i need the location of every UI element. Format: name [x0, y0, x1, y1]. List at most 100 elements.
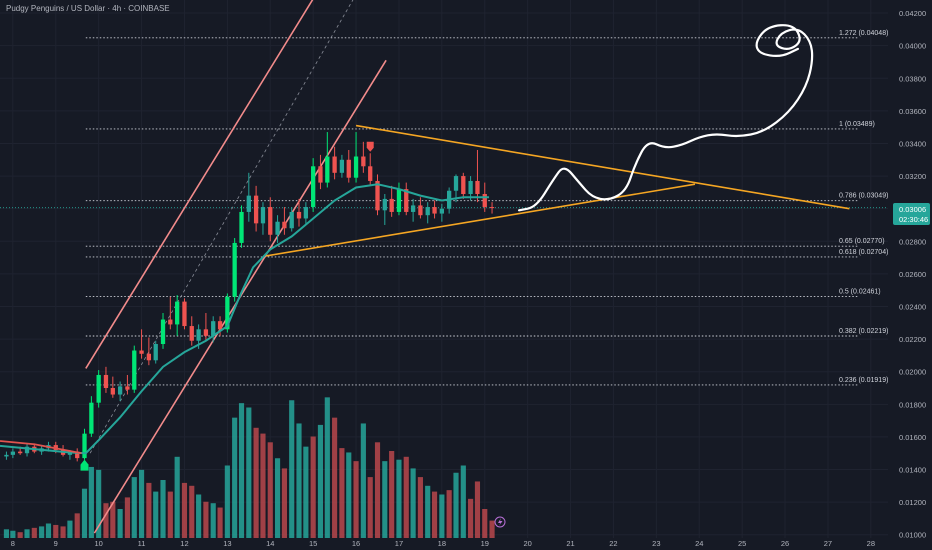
- projection-drawing: [517, 24, 814, 212]
- volume-bar: [310, 436, 316, 538]
- candle-body: [189, 326, 194, 341]
- volume-bar: [181, 482, 188, 538]
- volume-bar: [482, 509, 488, 538]
- candle-body: [246, 195, 251, 212]
- volume-bar: [425, 485, 431, 538]
- candle-body: [404, 189, 409, 212]
- candle-body: [110, 388, 115, 395]
- volume-bar: [24, 529, 30, 538]
- candle-body: [239, 211, 244, 243]
- indicator-lines: [0, 141, 490, 471]
- candle-body: [182, 301, 187, 327]
- fib-levels: 1.272 (0.04048) 1 (0.03489) 0.786 (0.03049…: [0, 30, 888, 386]
- flash-icon[interactable]: [494, 516, 506, 528]
- x-tick-label: 25: [738, 539, 746, 548]
- candle-body: [325, 156, 330, 183]
- fib-label: 0.236 (0.01919): [839, 377, 888, 384]
- y-tick-label: 0.01400: [899, 466, 926, 475]
- y-tick-label: 0.04000: [899, 42, 926, 51]
- current-price-value: 0.03006: [899, 205, 926, 214]
- x-tick-label: 8: [11, 539, 15, 548]
- x-tick-label: 28: [867, 539, 875, 548]
- y-tick-label: 0.01000: [899, 531, 926, 540]
- y-tick-label: 0.01600: [899, 433, 926, 442]
- buy-signal-marker: [80, 459, 89, 471]
- x-tick-label: 22: [609, 539, 617, 548]
- x-tick-label: 21: [566, 539, 574, 548]
- volume-bar: [317, 424, 324, 538]
- volume-bar: [45, 523, 52, 538]
- candle-body: [468, 180, 473, 195]
- volume-bar: [374, 442, 381, 538]
- fib-label: 0.65 (0.02770): [839, 238, 885, 245]
- volume-bar: [260, 433, 266, 538]
- candle-body: [410, 205, 416, 212]
- current-price-label: 0.03006 02:30:46: [893, 203, 930, 225]
- y-tick-label: 0.03600: [899, 107, 926, 116]
- volume-bar: [439, 494, 445, 538]
- candle-body: [160, 319, 166, 344]
- volume-bar: [339, 448, 345, 538]
- volume-bar: [296, 423, 302, 538]
- current-price-label-bg: [893, 203, 930, 225]
- volume-bar: [196, 494, 202, 538]
- candle-body: [232, 242, 237, 297]
- volume-bars: [3, 397, 495, 538]
- x-tick-label: 20: [523, 539, 531, 548]
- candle-body: [217, 321, 223, 330]
- time-axis[interactable]: 8 9 10 11 12 13 14 15 16 17 18 19 20 21 22 23 24 25 26 27 28: [11, 539, 875, 548]
- candle-body: [339, 159, 345, 173]
- candle-body: [146, 353, 152, 361]
- volume-bar: [81, 488, 88, 538]
- volume-bar: [403, 456, 409, 538]
- fib-label: 0.786 (0.03049): [839, 193, 888, 200]
- volume-bar: [232, 417, 238, 538]
- channel-midline: [89, 0, 354, 454]
- price-axis[interactable]: 0.04200 0.04000 0.03800 0.03600 0.03400 0.032…: [899, 9, 926, 540]
- y-tick-label: 0.02800: [899, 237, 926, 246]
- moving-average-line: [0, 183, 490, 455]
- candle-body: [346, 159, 351, 178]
- candle-body: [203, 329, 209, 336]
- moving-average-line-red: [0, 440, 82, 455]
- volume-bar: [53, 524, 59, 538]
- symbol-header[interactable]: Pudgy Penguins / US Dollar · 4h · COINBA…: [6, 4, 170, 13]
- candlesticks: [4, 132, 495, 462]
- volume-bar: [353, 461, 359, 538]
- volume-bar: [396, 459, 402, 538]
- volume-bar: [103, 503, 109, 538]
- y-tick-label: 0.01800: [899, 400, 926, 409]
- volume-bar: [110, 501, 116, 538]
- candle-body: [10, 451, 16, 455]
- candle-body: [168, 319, 173, 325]
- candle-body: [353, 156, 359, 178]
- volume-bar: [203, 501, 209, 538]
- volume-bar: [167, 491, 173, 538]
- volume-bar: [431, 491, 438, 538]
- sell-signal-marker: [366, 141, 374, 152]
- candle-body: [389, 198, 394, 212]
- triangle-trendline: [355, 124, 850, 210]
- x-tick-label: 13: [223, 539, 231, 548]
- x-tick-label: 10: [94, 539, 102, 548]
- y-tick-label: 0.04200: [899, 9, 926, 18]
- candle-body: [296, 211, 302, 219]
- candle-body: [132, 350, 137, 390]
- x-tick-label: 19: [481, 539, 489, 548]
- volume-bar: [303, 446, 309, 538]
- volume-bar: [274, 458, 281, 538]
- volume-bar: [332, 417, 338, 538]
- volume-bar: [10, 530, 16, 538]
- x-tick-label: 27: [824, 539, 832, 548]
- volume-bar: [88, 466, 94, 538]
- x-tick-label: 18: [438, 539, 446, 548]
- y-tick-label: 0.02000: [899, 368, 926, 377]
- candle-body: [461, 176, 466, 195]
- volume-bar: [253, 427, 259, 538]
- volume-bar: [39, 526, 45, 538]
- x-tick-label: 12: [180, 539, 188, 548]
- candle-body: [368, 166, 373, 181]
- volume-bar: [189, 485, 195, 538]
- volume-bar: [468, 498, 474, 538]
